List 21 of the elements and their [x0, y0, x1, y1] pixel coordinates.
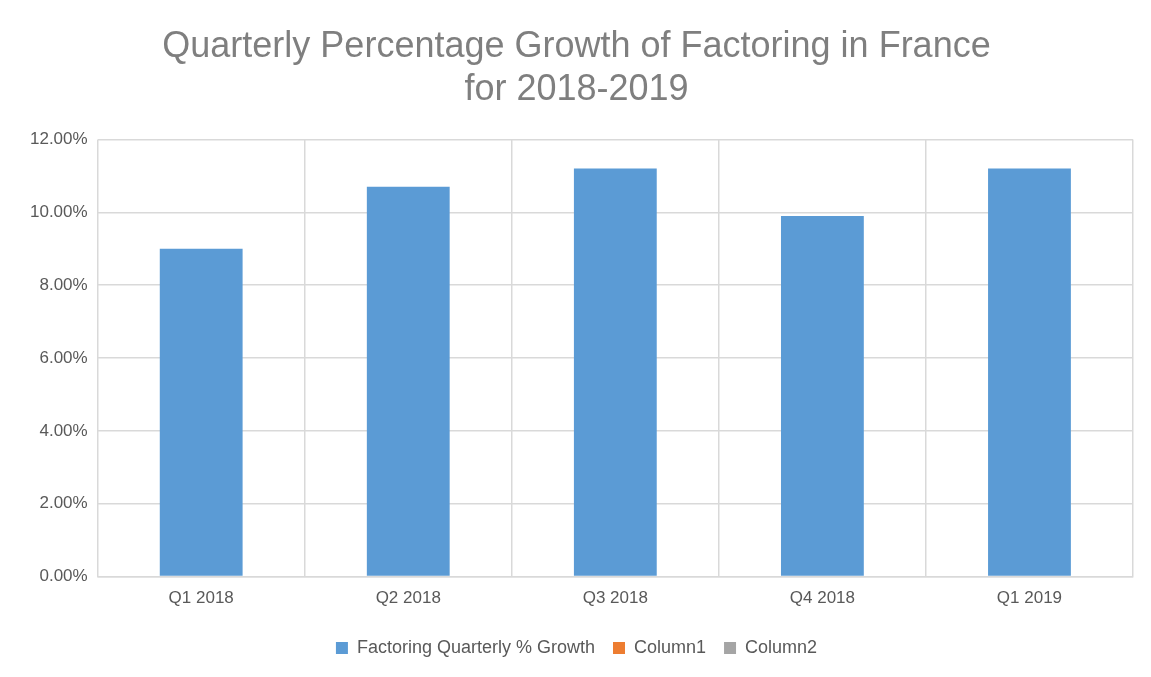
y-tick-label: 10.00% — [29, 201, 88, 221]
y-tick-label: 2.00% — [39, 493, 88, 513]
y-tick-label: 0.00% — [39, 566, 88, 586]
y-tick-label: 8.00% — [39, 274, 88, 294]
bar — [988, 168, 1071, 576]
legend-label: Column1 — [634, 636, 707, 657]
y-tick-label: 12.00% — [29, 129, 88, 149]
x-tick-label: Q2 2018 — [375, 588, 441, 608]
bar — [573, 168, 657, 576]
y-tick-label: 4.00% — [39, 420, 88, 440]
legend-label: Column2 — [745, 636, 818, 657]
x-tick-label: Q1 2018 — [168, 588, 234, 608]
legend-label: Factoring Quarterly % Growth — [356, 636, 595, 657]
bar — [159, 248, 243, 576]
x-tick-label: Q1 2019 — [996, 588, 1063, 608]
bar — [366, 186, 450, 576]
x-tick-label: Q3 2018 — [582, 588, 648, 608]
x-tick-label: Q4 2018 — [789, 588, 856, 608]
y-tick-label: 6.00% — [39, 347, 88, 367]
bar — [780, 215, 864, 576]
chart-title: Quarterly Percentage Growth of Factoring in France for 2018-2019 — [162, 23, 991, 108]
